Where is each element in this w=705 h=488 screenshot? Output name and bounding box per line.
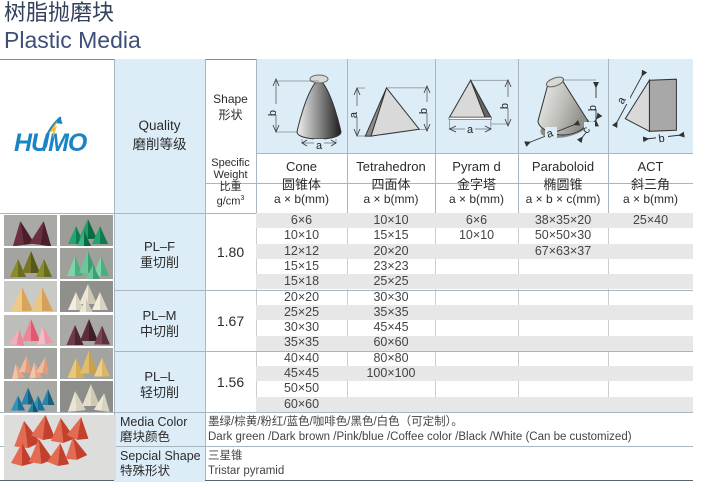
svg-text:b: b xyxy=(418,108,430,114)
svg-text:b: b xyxy=(267,110,279,116)
svg-text:a: a xyxy=(467,124,474,136)
svg-text:HUMO: HUMO xyxy=(14,129,88,157)
svg-text:b: b xyxy=(587,105,599,111)
svg-text:a: a xyxy=(348,111,360,118)
svg-text:a: a xyxy=(316,140,323,152)
svg-text:b: b xyxy=(499,103,511,109)
